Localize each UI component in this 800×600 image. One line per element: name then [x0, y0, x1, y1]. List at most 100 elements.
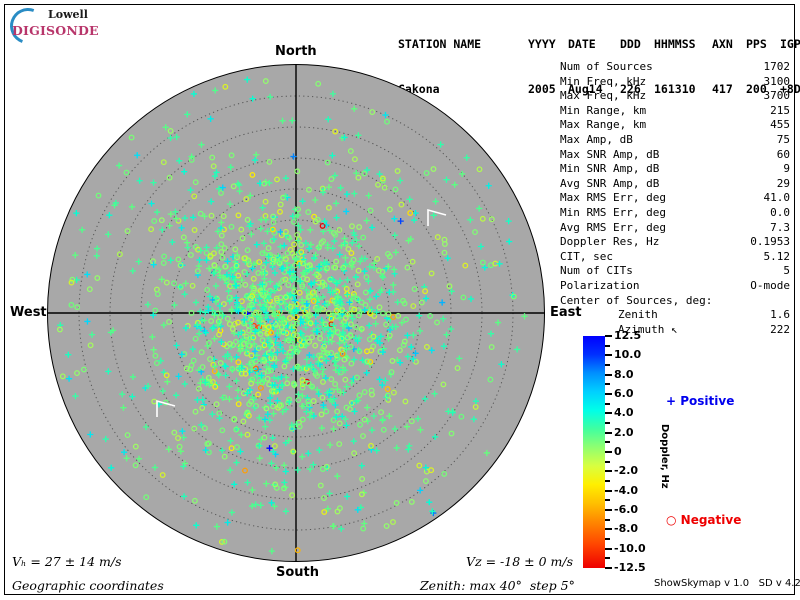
- source-marker-negative: [346, 406, 353, 412]
- source-marker-negative: [355, 174, 362, 181]
- source-marker-negative: [332, 381, 339, 387]
- source-marker-negative: [357, 421, 364, 428]
- source-marker-positive: [222, 363, 229, 370]
- source-marker-negative: [367, 207, 374, 214]
- source-marker-positive: [320, 366, 327, 373]
- source-marker-negative: [328, 315, 335, 322]
- source-marker-positive: [282, 175, 290, 182]
- value-hhmmss: 161310: [654, 82, 696, 96]
- source-marker-positive: [258, 270, 265, 277]
- source-marker-negative: [230, 342, 237, 349]
- source-marker-positive: [343, 383, 350, 390]
- colorbar-tick: [605, 547, 612, 550]
- source-marker-negative: [321, 349, 328, 356]
- source-marker-positive: [192, 299, 200, 306]
- source-marker-negative: [296, 423, 303, 430]
- source-marker-positive: [286, 235, 293, 242]
- source-marker-positive: [234, 395, 241, 402]
- outer-frame: [4, 4, 795, 595]
- source-marker-positive: [343, 208, 350, 215]
- compass-label-east: East: [550, 305, 582, 320]
- source-marker-negative: [160, 159, 167, 166]
- source-marker-positive: [336, 298, 344, 305]
- source-marker-negative: [332, 128, 339, 135]
- source-marker-negative: [250, 334, 257, 341]
- source-marker-negative: [305, 398, 312, 405]
- source-marker-negative: [334, 508, 341, 515]
- source-marker-negative: [183, 365, 190, 372]
- source-marker-positive: [179, 428, 186, 435]
- header-yyyy: YYYY: [528, 37, 556, 51]
- source-marker-positive: [297, 278, 304, 285]
- stat-row: Center of Sources, deg:: [560, 294, 790, 309]
- source-marker-negative: [205, 449, 212, 456]
- source-marker-positive: [312, 320, 319, 327]
- source-marker-positive: [236, 188, 243, 195]
- source-marker-negative: [407, 210, 414, 216]
- skymap-source-points: [56, 76, 528, 555]
- source-marker-positive: [404, 353, 411, 360]
- source-marker-positive: [343, 191, 351, 198]
- source-marker-positive: [337, 184, 344, 191]
- source-marker-negative: [226, 340, 233, 347]
- source-marker-positive: [320, 228, 327, 235]
- source-marker-positive: [311, 294, 319, 301]
- source-marker-positive: [286, 268, 294, 276]
- source-marker-positive: [303, 356, 310, 363]
- source-marker-negative: [291, 288, 298, 295]
- source-marker-negative: [422, 478, 429, 485]
- source-marker-positive: [472, 398, 480, 405]
- source-marker-positive: [336, 277, 344, 284]
- source-marker-negative: [220, 213, 227, 220]
- source-marker-negative: [364, 358, 371, 365]
- colorbar-minor-tick: [605, 499, 610, 502]
- source-marker-positive: [216, 302, 223, 310]
- source-marker-positive: [297, 226, 304, 233]
- source-marker-negative: [510, 293, 517, 300]
- stat-row: Doppler Res, Hz 0.1953: [560, 235, 790, 250]
- source-marker-positive: [73, 210, 80, 217]
- source-marker-positive: [407, 235, 414, 243]
- source-marker-positive: [271, 287, 278, 294]
- source-marker-positive: [307, 226, 314, 233]
- source-marker-positive: [324, 244, 331, 251]
- source-marker-negative: [273, 322, 279, 328]
- source-marker-negative: [345, 246, 352, 253]
- stat-label: Max RMS Err, deg: [560, 191, 666, 205]
- source-marker-positive: [361, 306, 368, 314]
- source-marker-positive: [354, 337, 361, 345]
- source-marker-negative: [244, 216, 251, 223]
- source-marker-negative: [232, 246, 239, 253]
- source-marker-positive: [197, 325, 204, 332]
- source-marker-positive: [366, 322, 373, 329]
- source-marker-positive: [251, 404, 258, 411]
- source-marker-positive: [240, 308, 247, 315]
- source-marker-negative: [132, 443, 139, 450]
- header-pps: PPS: [746, 37, 767, 51]
- source-marker-negative: [488, 344, 495, 351]
- source-marker-positive: [325, 284, 332, 291]
- source-marker-positive: [391, 266, 398, 273]
- source-marker-positive: [404, 332, 411, 339]
- source-marker-negative: [241, 309, 248, 316]
- source-marker-positive: [72, 392, 79, 400]
- source-marker-positive: [169, 238, 176, 246]
- source-marker-positive: [377, 333, 384, 340]
- source-marker-negative: [392, 186, 399, 193]
- source-marker-positive: [211, 173, 219, 180]
- source-marker-positive: [196, 256, 203, 264]
- source-marker-negative: [80, 366, 87, 373]
- source-marker-positive: [150, 312, 157, 319]
- source-marker-positive: [197, 308, 204, 315]
- source-marker-negative: [238, 226, 245, 233]
- source-marker-negative: [351, 450, 358, 457]
- source-marker-negative: [400, 297, 407, 304]
- source-marker-positive: [336, 251, 343, 258]
- source-marker-negative: [274, 176, 280, 183]
- source-marker-negative: [212, 383, 219, 390]
- source-marker-positive: [326, 330, 334, 337]
- source-marker-positive: [178, 351, 185, 358]
- source-marker-positive: [150, 261, 157, 268]
- source-marker-negative: [423, 170, 430, 176]
- colorbar-gradient: [583, 336, 605, 568]
